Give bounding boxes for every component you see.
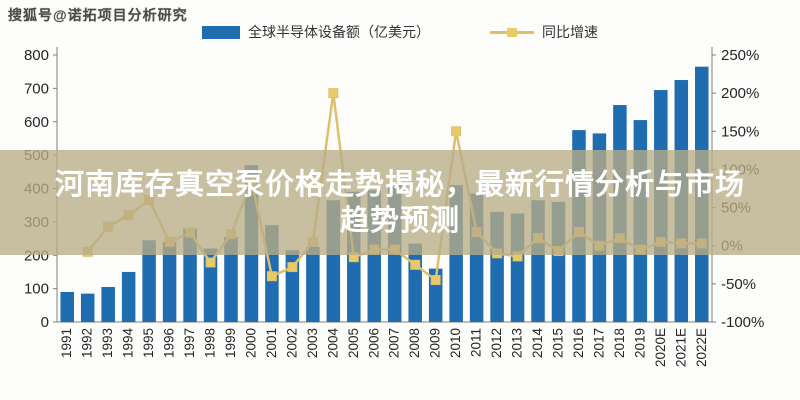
x-axis-tick-label-2000: 2000 [243,328,258,358]
right-axis-tick-label-250%: 250% [721,47,759,64]
x-axis-tick-label-2005: 2005 [346,328,361,358]
x-axis-tick-label-2006: 2006 [366,328,381,358]
left-axis-tick-label-600: 600 [24,114,49,131]
chart-legend: 全球半导体设备额（亿美元） 同比增速 [0,22,800,42]
bar-2008 [408,243,422,322]
bar-1995 [142,240,156,322]
x-axis-tick-label-2019: 2019 [632,328,647,358]
right-axis-tick-label--100%: -100% [721,314,764,331]
legend-item-growth: 同比增速 [490,22,598,42]
x-axis-tick-label-1994: 1994 [121,328,136,359]
x-axis-tick-label-2018: 2018 [612,328,627,358]
x-axis-tick-label-2004: 2004 [325,328,340,359]
x-axis-tick-label-2014: 2014 [530,328,545,359]
legend-item-equipment: 全球半导体设备额（亿美元） [202,22,430,42]
x-axis-tick-label-2007: 2007 [387,328,402,358]
x-axis-tick-label-1999: 1999 [223,328,238,358]
x-axis-tick-label-2009: 2009 [428,328,443,358]
growth-marker-1998 [205,257,216,268]
growth-marker-2004 [328,88,339,99]
sohu-watermark-logo: 搜狐号@诺拓项目分析研究 [8,7,188,23]
x-axis-tick-label-2001: 2001 [264,328,279,358]
x-axis-tick-label-1996: 1996 [162,328,177,358]
headline-line2: 趋势预测 [339,204,460,237]
bar-1996 [162,241,177,322]
x-axis-tick-label-2002: 2002 [284,328,299,358]
bar-series-swatch-icon [202,25,240,39]
growth-marker-2009 [430,275,441,286]
x-axis-tick-label-2012: 2012 [489,328,504,358]
growth-marker-2002 [287,262,298,273]
x-axis-tick-label-2015: 2015 [550,328,565,358]
x-axis-tick-label-2010: 2010 [448,328,463,358]
x-axis-tick-label-1998: 1998 [203,328,218,358]
x-axis-tick-label-2011: 2011 [469,328,484,357]
right-axis-tick-label--50%: -50% [721,276,756,293]
x-axis-tick-label-1995: 1995 [141,328,156,358]
right-axis-tick-label-200%: 200% [721,85,759,102]
growth-marker-2008 [410,259,421,270]
left-axis-tick-label-800: 800 [24,47,49,64]
bar-1992 [80,293,95,322]
bar-1993 [101,286,115,322]
headline-overlay-band: 河南库存真空泵价格走势揭秘，最新行情分析与市场 趋势预测 [0,150,800,255]
headline-line1: 河南库存真空泵价格走势揭秘，最新行情分析与市场 [54,168,745,201]
x-axis-tick-label-1997: 1997 [182,328,197,358]
x-axis-tick-label-2016: 2016 [571,328,586,358]
bar-1999 [224,236,238,322]
x-axis-tick-label-1991: 1991 [59,328,74,358]
growth-marker-2001 [266,271,277,282]
left-axis-tick-label-0: 0 [41,314,49,331]
x-axis-tick-label-2020E: 2020E [653,328,668,367]
left-axis-tick-label-700: 700 [24,80,49,97]
legend-bar-label: 全球半导体设备额（亿美元） [248,24,430,40]
x-axis-tick-label-2021E: 2021E [673,328,688,367]
growth-marker-2010 [451,126,462,137]
x-axis-tick-label-2003: 2003 [305,328,320,358]
x-axis-tick-label-2013: 2013 [510,328,525,358]
bar-2003 [306,246,320,322]
left-axis-tick-label-100: 100 [24,281,49,298]
bar-1994 [121,271,136,322]
x-axis-tick-label-2022E: 2022E [694,328,709,367]
x-axis-tick-label-1992: 1992 [80,328,95,358]
x-axis-tick-label-1993: 1993 [100,328,115,358]
bar-1991 [60,291,74,322]
x-axis-tick-label-2008: 2008 [407,328,422,358]
line-series-swatch-icon [490,26,534,39]
right-axis-tick-label-150%: 150% [721,123,759,140]
x-axis-tick-label-2017: 2017 [591,328,606,358]
legend-line-label: 同比增速 [542,24,598,40]
